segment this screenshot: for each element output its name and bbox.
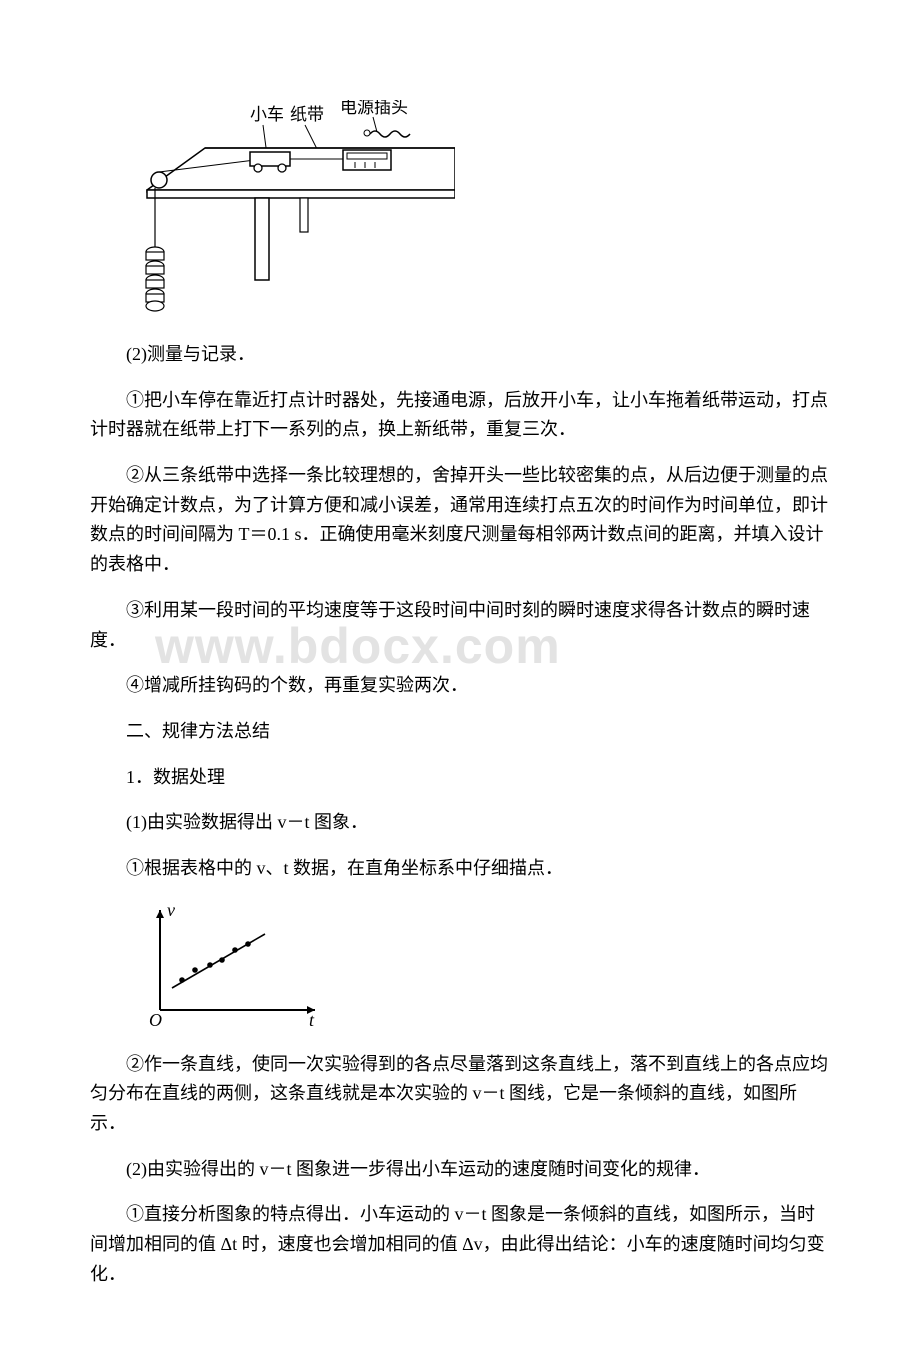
paragraph-4: ④增减所挂钩码的个数，再重复实验两次． [90,671,830,701]
heading-data-processing: 1．数据处理 [90,763,830,793]
chart-origin-label: O [149,1010,162,1030]
paragraph-9: ①直接分析图象的特点得出．小车运动的 v－t 图象是一条倾斜的直线，如图所示，当… [90,1200,830,1289]
paragraph-8: (2)由实验得出的 v－t 图象进一步得出小车运动的速度随时间变化的规律． [90,1155,830,1185]
paragraph-1: ①把小车停在靠近打点计时器处，先接通电源，后放开小车，让小车拖着纸带运动，打点计… [90,386,830,445]
paragraph-6: ①根据表格中的 v、t 数据，在直角坐标系中仔细描点． [90,854,830,884]
label-tape: 纸带 [290,105,324,124]
chart-x-label: t [309,1010,315,1030]
section-2-heading: (2)测量与记录． [90,340,830,370]
figure-vt-chart: O t v [145,900,830,1030]
paragraph-3: ③利用某一段时间的平均速度等于这段时间中间时刻的瞬时速度求得各计数点的瞬时速度． [90,596,830,655]
paragraph-7: ②作一条直线，使同一次实验得到的各点尽量落到这条直线上，落不到直线上的各点应均匀… [90,1050,830,1139]
figure-apparatus: 小车 纸带 电源插头 [145,100,830,320]
chart-y-label: v [167,900,175,920]
paragraph-2: ②从三条纸带中选择一条比较理想的，舍掉开头一些比较密集的点，从后边便于测量的点开… [90,461,830,580]
paragraph-5: (1)由实验数据得出 v－t 图象． [90,808,830,838]
heading-methods: 二、规律方法总结 [90,717,830,747]
label-cart: 小车 [250,105,284,124]
label-plug: 电源插头 [340,100,408,117]
